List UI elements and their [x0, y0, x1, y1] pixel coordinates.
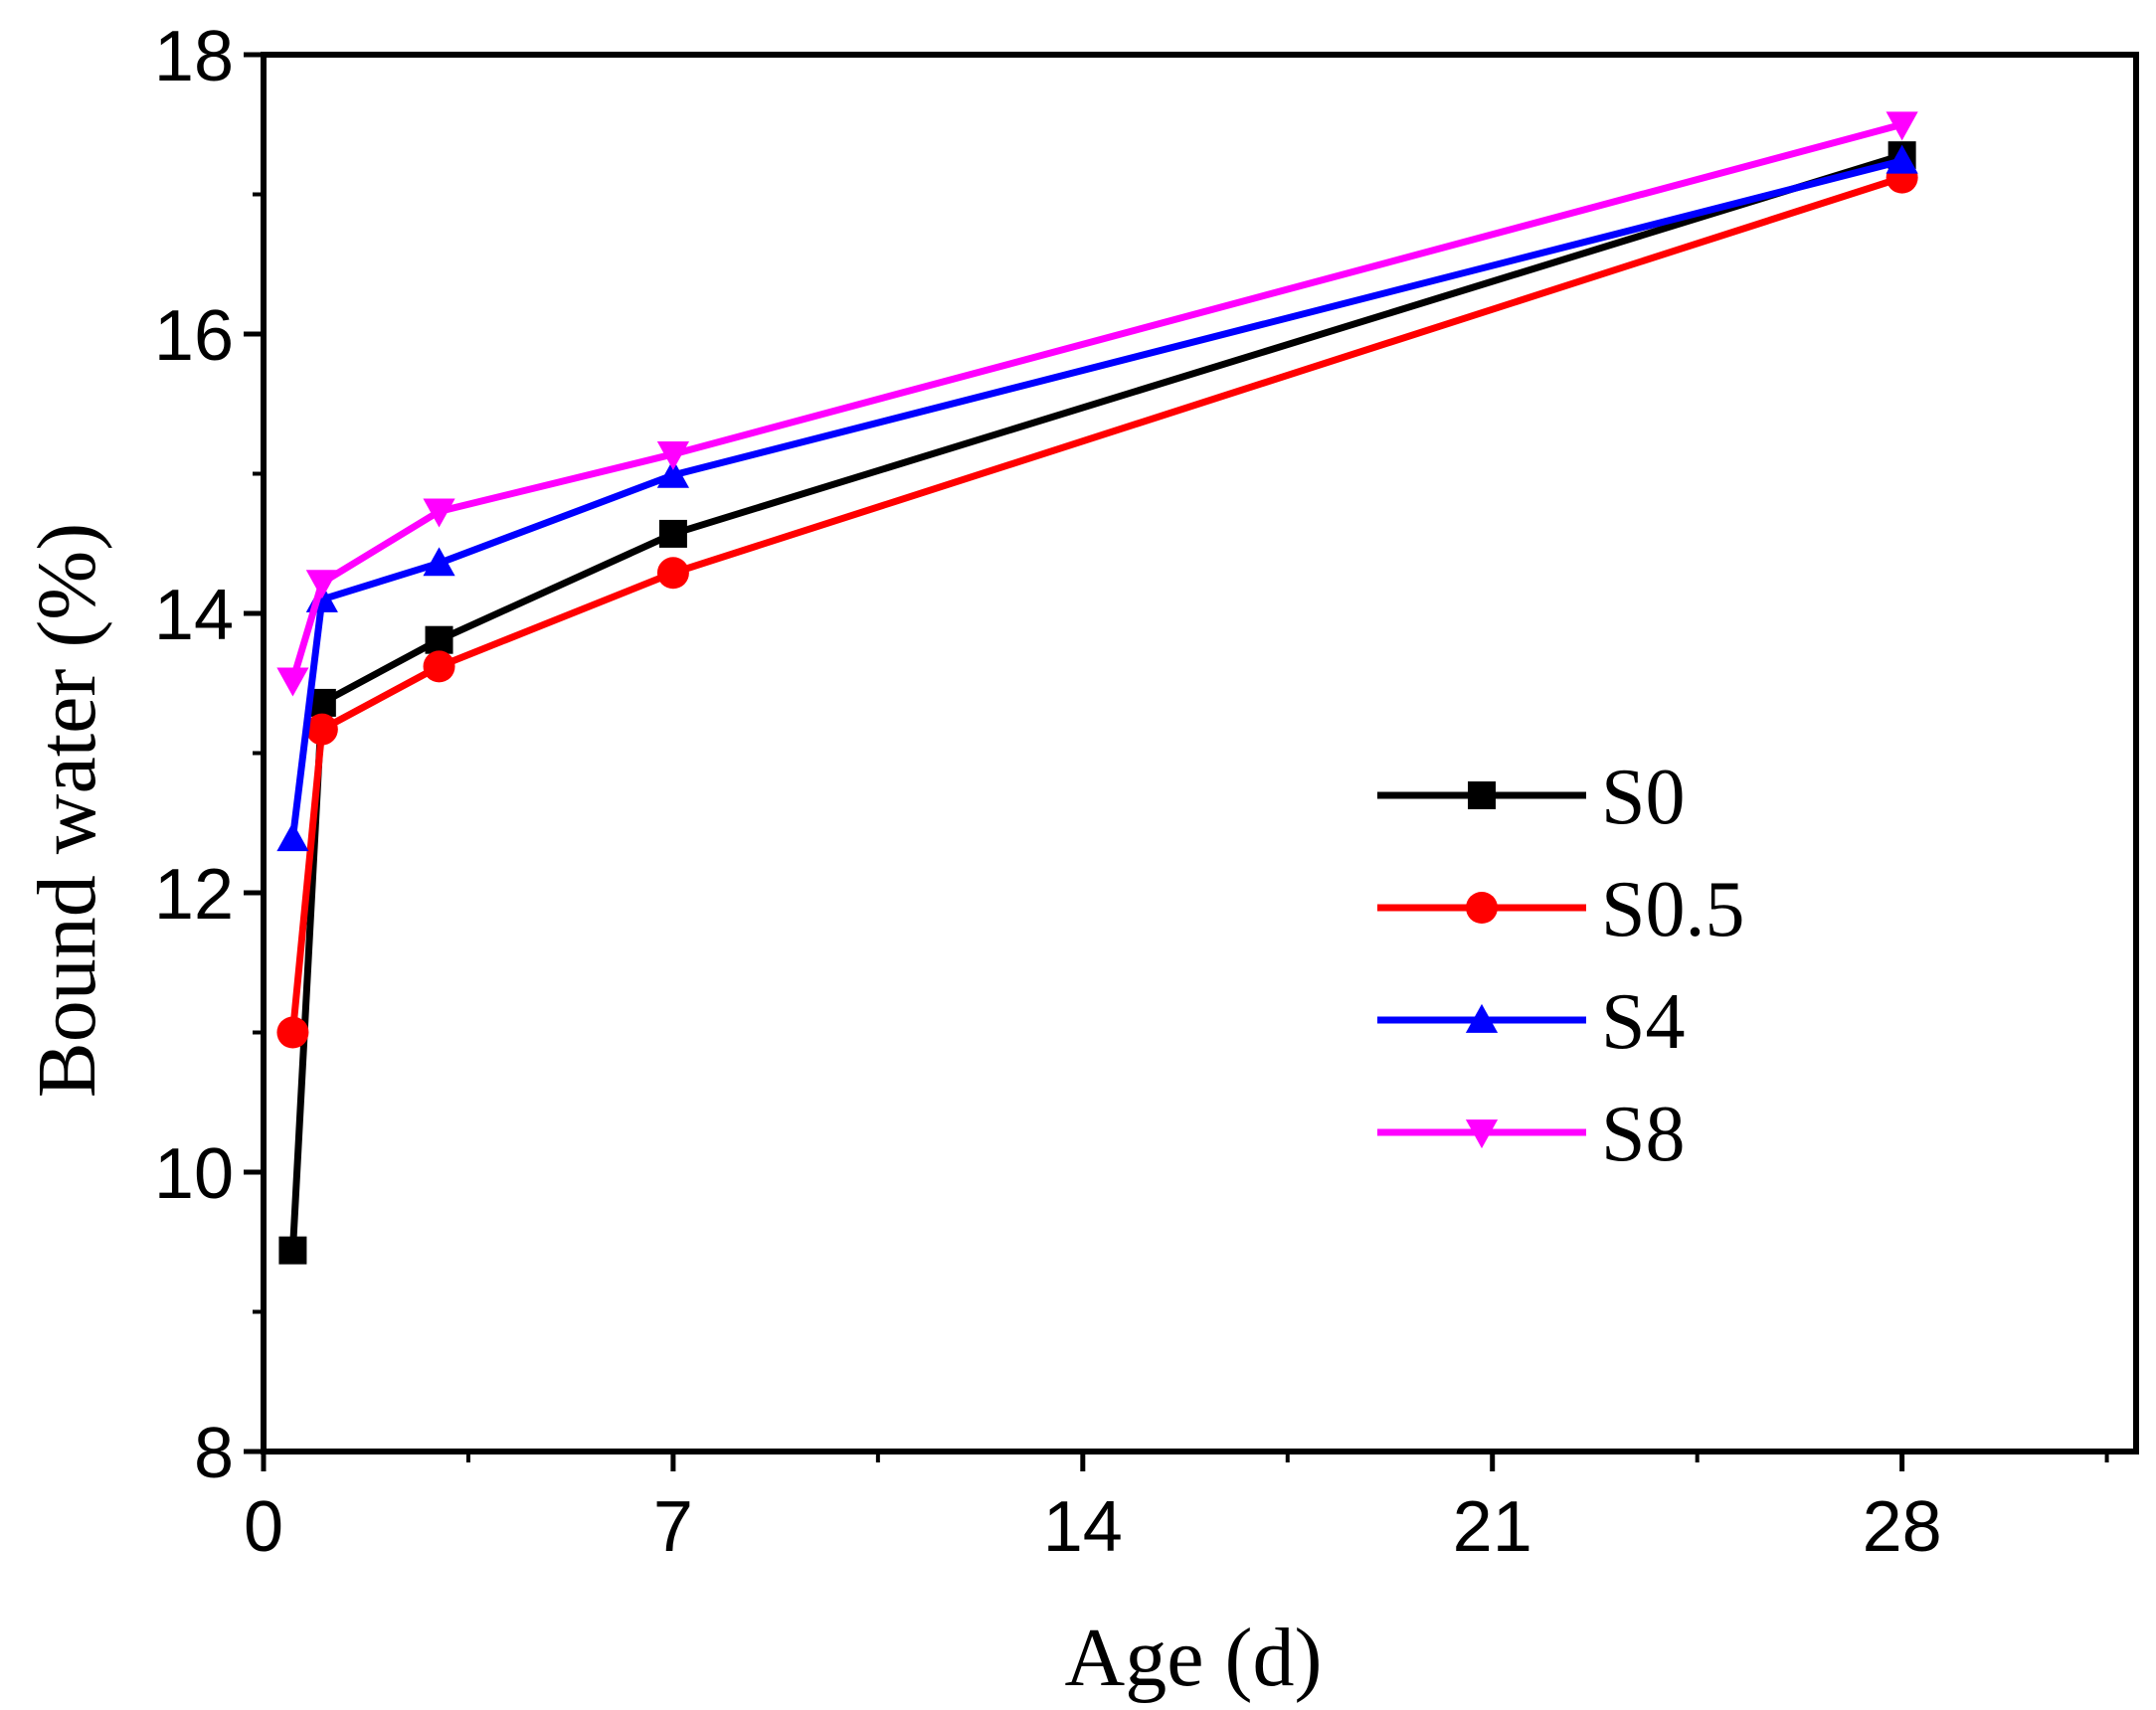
legend-label-s0: S0 — [1601, 754, 1686, 841]
legend: S0 S0.5 S4 S8 — [1377, 754, 1745, 1178]
legend-label-s4: S4 — [1601, 978, 1686, 1066]
data-point-s0 — [425, 625, 453, 654]
y-tick-label: 12 — [154, 855, 234, 935]
x-tick-label: 0 — [244, 1487, 283, 1567]
series-s4 — [276, 144, 1918, 852]
legend-item-s0-5: S0.5 — [1377, 866, 1745, 953]
legend-item-s0: S0 — [1377, 754, 1686, 841]
y-axis-title: Bound water (%) — [21, 523, 113, 1098]
series-s8 — [276, 111, 1918, 697]
data-point-s4 — [656, 458, 690, 488]
data-point-s0-5 — [305, 713, 338, 746]
x-tick-label: 28 — [1863, 1487, 1942, 1567]
series-layer — [276, 111, 1918, 1265]
data-point-s8 — [1886, 111, 1918, 141]
data-point-s4 — [276, 822, 309, 852]
legend-marker-s8 — [1465, 1119, 1499, 1149]
data-point-s4 — [423, 547, 455, 577]
x-tick-label: 21 — [1453, 1487, 1532, 1567]
y-tick-label: 10 — [154, 1134, 234, 1214]
series-line-s4 — [288, 157, 1903, 839]
data-point-s0-5 — [276, 1016, 309, 1049]
legend-label-s8: S8 — [1601, 1091, 1686, 1178]
data-point-s8 — [305, 570, 338, 599]
x-tick-label: 7 — [653, 1487, 693, 1567]
series-line-s0 — [288, 151, 1903, 1251]
plot-frame — [261, 52, 2139, 1454]
y-tick-label: 16 — [154, 296, 234, 376]
legend-item-s8: S8 — [1377, 1091, 1686, 1178]
data-point-s0 — [278, 1236, 307, 1265]
axis-ticks — [244, 52, 2109, 1471]
y-tick-label: 18 — [154, 17, 234, 96]
legend-marker-s4 — [1465, 1003, 1499, 1033]
data-point-s0-5 — [423, 650, 455, 683]
series-s0 — [278, 141, 1916, 1265]
tick-labels: 0 7 14 21 28 8 10 12 14 16 18 — [154, 17, 1942, 1567]
legend-marker-s0 — [1468, 781, 1496, 809]
x-axis-title: Age (d) — [1065, 1612, 1323, 1704]
data-point-s0 — [658, 519, 687, 548]
legend-item-s4: S4 — [1377, 978, 1686, 1066]
y-tick-label: 14 — [154, 576, 234, 655]
x-tick-label: 14 — [1043, 1487, 1123, 1567]
legend-label-s0-5: S0.5 — [1601, 866, 1745, 953]
data-point-s8 — [423, 498, 455, 528]
y-tick-label: 8 — [194, 1414, 234, 1493]
data-point-s8 — [276, 667, 309, 697]
data-point-s0-5 — [656, 557, 689, 590]
legend-marker-s0-5 — [1466, 892, 1498, 924]
data-point-s8 — [656, 440, 690, 470]
data-point-s4 — [1886, 144, 1918, 174]
